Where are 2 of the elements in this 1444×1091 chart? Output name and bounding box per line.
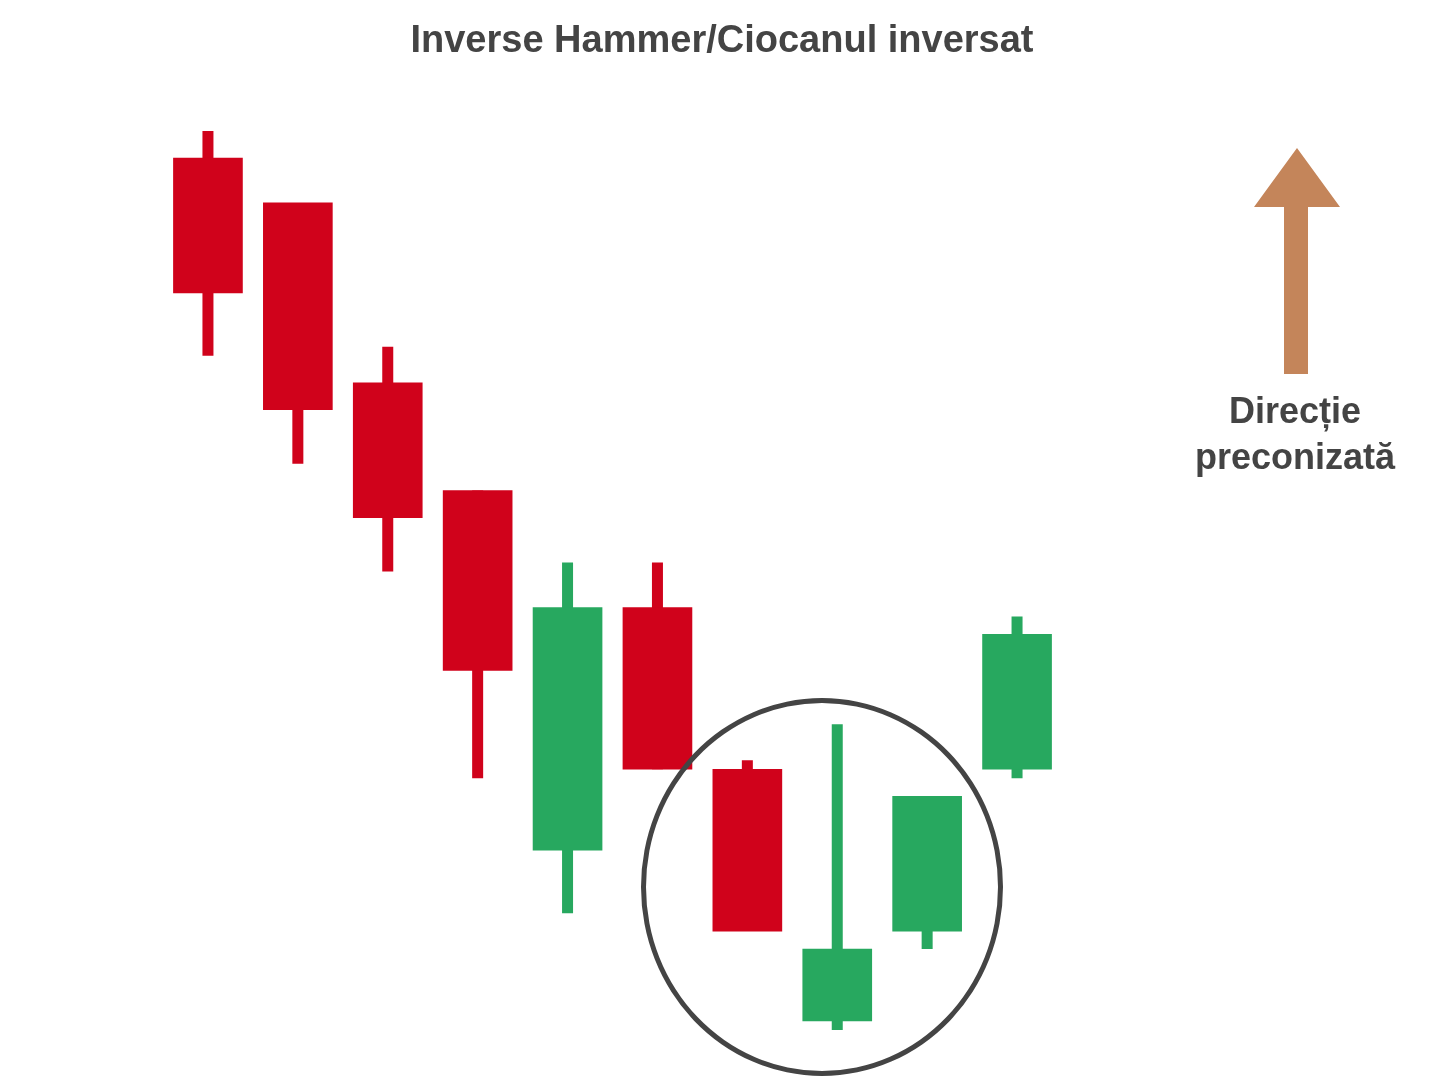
chart-title: Inverse Hammer/Ciocanul inversat — [409, 18, 1035, 61]
text: Direcție preconizată — [1193, 389, 1397, 479]
